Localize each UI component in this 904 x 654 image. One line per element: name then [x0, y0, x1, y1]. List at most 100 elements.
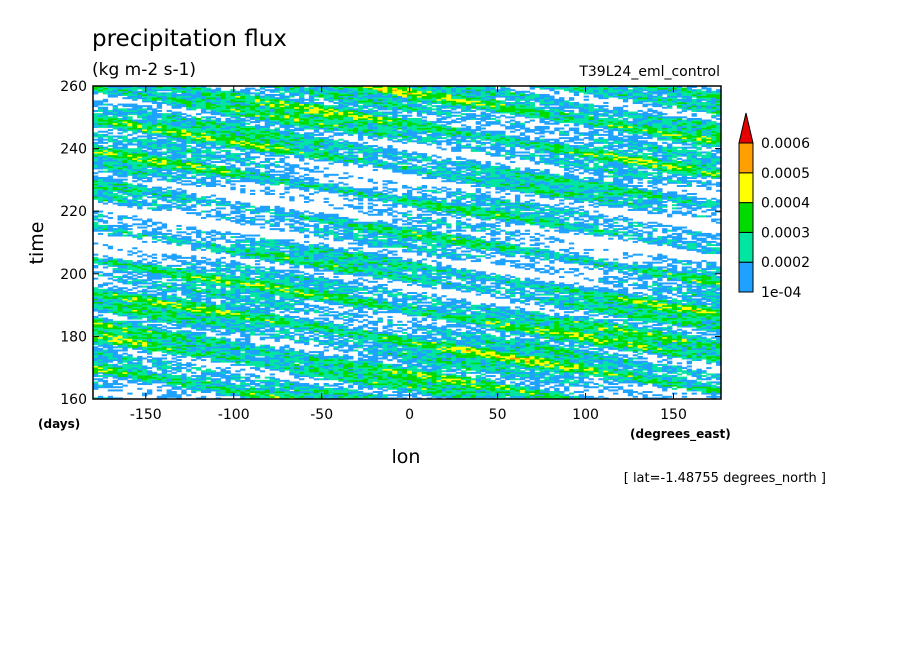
heatmap-cell: [613, 368, 619, 371]
heatmap-cell: [161, 368, 167, 371]
heatmap-cell: [299, 378, 305, 381]
heatmap-cell: [299, 395, 305, 398]
heatmap-cell: [475, 330, 486, 333]
heatmap-cell: [573, 319, 585, 322]
heatmap-cell: [137, 383, 153, 386]
heatmap-cell: [269, 376, 275, 379]
heatmap-cell: [372, 274, 378, 277]
heatmap-cell: [338, 335, 344, 338]
heatmap-cell: [171, 306, 177, 309]
heatmap-cell: [102, 352, 114, 355]
heatmap-cell: [303, 395, 315, 398]
heatmap-cell: [308, 292, 315, 295]
heatmap-cell: [510, 363, 516, 366]
heatmap-cell: [117, 306, 123, 309]
heatmap-cell: [186, 272, 192, 275]
heatmap-cell: [254, 306, 261, 309]
heatmap-cell: [397, 395, 403, 398]
heatmap-cell: [500, 360, 506, 363]
heatmap-cell: [259, 344, 266, 347]
heatmap-cell: [93, 322, 104, 325]
heatmap-cell: [132, 274, 138, 277]
heatmap-cell: [495, 389, 516, 392]
heatmap-cell: [323, 383, 329, 386]
heatmap-cell: [608, 373, 619, 376]
heatmap-cell: [622, 293, 634, 296]
heatmap-cell: [333, 359, 339, 362]
heatmap-cell: [407, 386, 413, 389]
heatmap-cell: [102, 293, 114, 296]
heatmap-cell: [519, 333, 531, 336]
heatmap-cell: [313, 309, 320, 312]
heatmap-cell: [529, 295, 535, 298]
heatmap-cell: [519, 349, 535, 352]
heatmap-cell: [397, 344, 403, 347]
heatmap-cell: [529, 284, 540, 287]
heatmap-cell: [181, 378, 187, 381]
heatmap-cell: [544, 365, 555, 368]
heatmap-cell: [137, 312, 148, 315]
heatmap-cell: [210, 320, 217, 323]
heatmap-cell: [514, 354, 526, 357]
heatmap-cell: [505, 317, 511, 320]
heatmap-cell: [617, 330, 624, 333]
heatmap-cell: [490, 397, 496, 399]
heatmap-cell: [716, 343, 721, 346]
heatmap-cell: [313, 330, 320, 333]
heatmap-cell: [200, 387, 207, 390]
heatmap-cell: [593, 363, 619, 366]
heatmap-cell: [671, 309, 678, 312]
heatmap-cell: [583, 368, 594, 371]
heatmap-cell: [328, 367, 344, 370]
heatmap-cell: [716, 282, 721, 285]
heatmap-cell: [588, 362, 594, 365]
heatmap-cell: [519, 365, 526, 368]
heatmap-cell: [279, 383, 285, 386]
heatmap-cell: [181, 384, 187, 387]
heatmap-cell: [294, 319, 300, 322]
heatmap-cell: [210, 304, 217, 307]
heatmap-cell: [112, 341, 118, 344]
heatmap-cell: [696, 280, 702, 283]
heatmap-cell: [333, 280, 339, 283]
heatmap-cell: [598, 309, 604, 312]
heatmap-cell: [451, 346, 472, 349]
heatmap-cell: [254, 333, 261, 336]
heatmap-cell: [308, 397, 315, 399]
heatmap-cell: [549, 373, 555, 376]
heatmap-cell: [392, 272, 398, 275]
heatmap-cell: [392, 304, 408, 307]
heatmap-cell: [441, 391, 447, 394]
heatmap-cell: [652, 323, 663, 326]
heatmap-cell: [642, 349, 648, 352]
heatmap-cell: [299, 397, 305, 399]
heatmap-cell: [210, 343, 217, 346]
heatmap-cell: [514, 312, 526, 315]
heatmap-cell: [392, 296, 398, 299]
heatmap-cell: [407, 296, 413, 299]
heatmap-cell: [500, 375, 506, 378]
heatmap-cell: [490, 335, 496, 338]
heatmap-cell: [294, 333, 305, 336]
heatmap-cell: [176, 314, 187, 317]
heatmap-cell: [416, 383, 423, 386]
heatmap-cell: [313, 299, 320, 302]
heatmap-cell: [397, 292, 403, 295]
heatmap-cell: [470, 304, 486, 307]
heatmap-cell: [568, 301, 575, 304]
heatmap-cell: [392, 306, 398, 309]
heatmap-cell: [627, 339, 634, 342]
heatmap-cell: [441, 336, 452, 339]
heatmap-cell: [117, 296, 123, 299]
heatmap-cell: [495, 320, 501, 323]
heatmap-cell: [245, 309, 251, 312]
heatmap-cell: [559, 367, 580, 370]
heatmap-cell: [465, 379, 472, 382]
heatmap-cell: [627, 357, 634, 360]
heatmap-cell: [210, 274, 217, 277]
heatmap-cell: [181, 282, 197, 285]
heatmap-cell: [529, 375, 535, 378]
heatmap-cell: [220, 392, 231, 395]
heatmap-cell: [191, 341, 202, 344]
heatmap-cell: [539, 299, 550, 302]
